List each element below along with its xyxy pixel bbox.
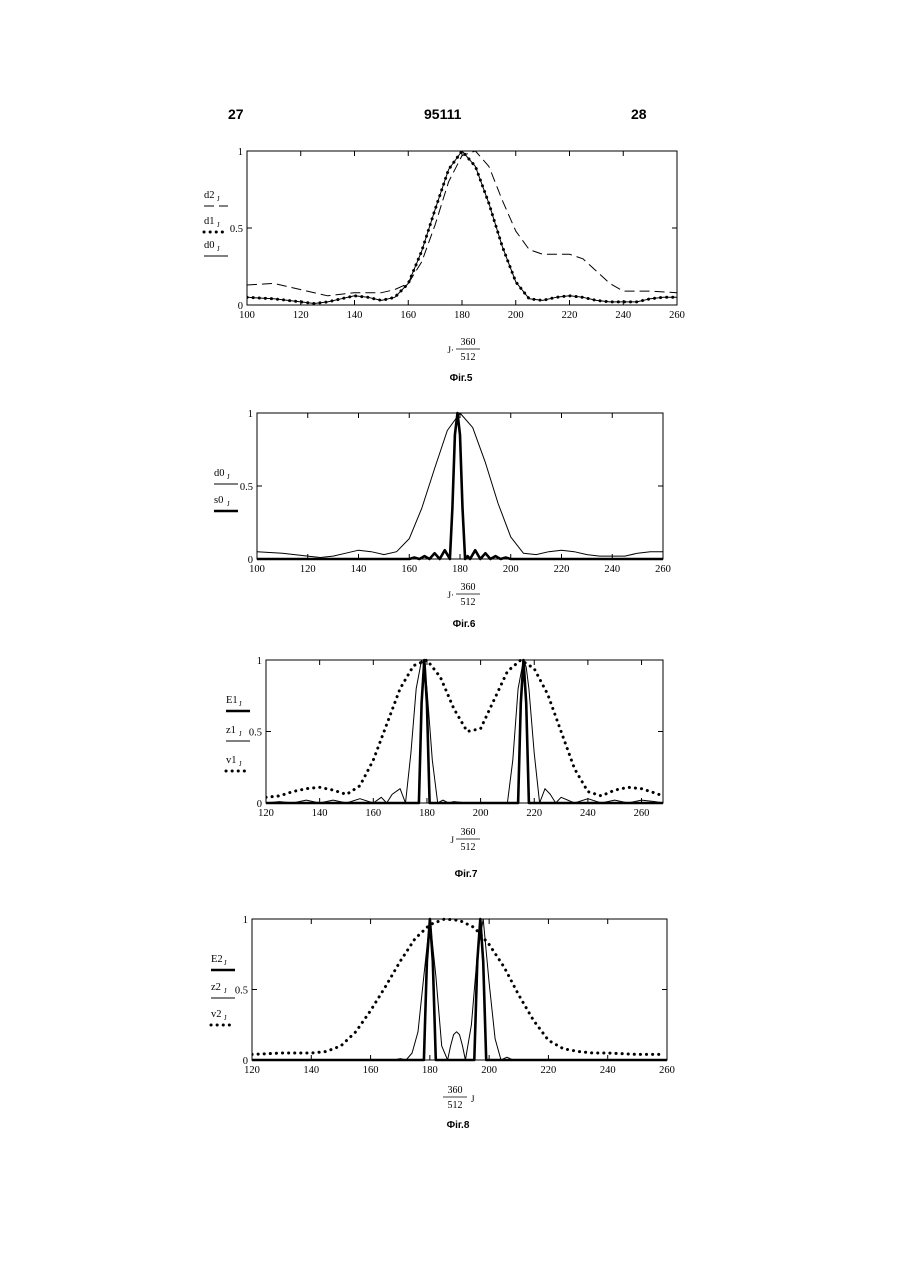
y-tick-label: 0.5 xyxy=(240,482,253,493)
legend-label: d1 xyxy=(204,216,215,227)
x-axis-label-denominator: 512 xyxy=(461,352,476,363)
x-tick-label: 240 xyxy=(600,1065,616,1076)
legend-label-subscript: J xyxy=(239,760,242,768)
y-tick-label: 0 xyxy=(248,555,253,566)
x-tick-label: 140 xyxy=(312,808,328,819)
x-axis-label-variable: J· xyxy=(448,590,455,600)
series-line-E1J xyxy=(266,660,663,803)
legend-label: z1 xyxy=(226,725,236,736)
plot-frame xyxy=(252,919,667,1060)
x-tick-label: 200 xyxy=(508,310,524,321)
figure-caption: Фіг.7 xyxy=(455,869,478,880)
x-tick-label: 200 xyxy=(481,1065,497,1076)
x-tick-label: 240 xyxy=(615,310,631,321)
y-tick-label: 0 xyxy=(257,799,262,810)
x-tick-label: 120 xyxy=(300,564,316,575)
legend-label: s0 xyxy=(214,495,223,506)
x-tick-label: 180 xyxy=(454,310,470,321)
x-tick-label: 140 xyxy=(303,1065,319,1076)
series-line-z1J xyxy=(266,660,663,803)
x-tick-label: 180 xyxy=(452,564,468,575)
chart-3: 12014016018020022024026000.51E1Jz1Jv1JJ3… xyxy=(226,656,663,880)
legend-label-subscript: J xyxy=(217,245,220,253)
plot-frame xyxy=(247,151,677,305)
x-axis-label-variable: J xyxy=(471,1094,475,1104)
legend-label-subscript: J xyxy=(224,1014,227,1022)
figure-caption: Фіг.6 xyxy=(453,619,476,630)
figure-caption: Фіг.5 xyxy=(450,373,473,384)
series-line-d0J xyxy=(247,151,677,304)
x-tick-label: 240 xyxy=(604,564,620,575)
y-tick-label: 1 xyxy=(243,915,248,926)
legend-label: d0 xyxy=(204,240,215,251)
legend-label: v1 xyxy=(226,755,237,766)
x-tick-label: 120 xyxy=(293,310,309,321)
x-tick-label: 200 xyxy=(503,564,519,575)
series-line-d2J xyxy=(247,151,677,296)
x-tick-label: 260 xyxy=(659,1065,675,1076)
figure-caption: Фіг.8 xyxy=(447,1120,470,1131)
y-tick-label: 0.5 xyxy=(230,224,243,235)
x-tick-label: 140 xyxy=(347,310,363,321)
legend-label-subscript: J xyxy=(224,987,227,995)
legend-label-subscript: J xyxy=(224,959,227,967)
x-axis-label-variable: J xyxy=(450,835,454,845)
x-axis-label-numerator: 360 xyxy=(461,337,476,348)
x-axis-label-denominator: 512 xyxy=(461,597,476,608)
x-tick-label: 220 xyxy=(541,1065,557,1076)
plot-frame xyxy=(266,660,663,803)
x-axis-label-numerator: 360 xyxy=(461,582,476,593)
y-tick-label: 0.5 xyxy=(249,728,262,739)
x-tick-label: 260 xyxy=(655,564,671,575)
series-line-v2J xyxy=(252,919,661,1054)
x-tick-label: 220 xyxy=(526,808,542,819)
x-tick-label: 160 xyxy=(401,564,417,575)
x-axis-label-variable: J· xyxy=(448,345,455,355)
legend-label-subscript: J xyxy=(217,221,220,229)
x-axis-label-denominator: 512 xyxy=(448,1100,463,1111)
x-tick-label: 180 xyxy=(419,808,435,819)
chart-1: 10012014016018020022024026000.51d2Jd1Jd0… xyxy=(204,147,685,384)
x-tick-label: 180 xyxy=(422,1065,438,1076)
legend-label-subscript: J xyxy=(217,195,220,203)
x-tick-label: 160 xyxy=(363,1065,379,1076)
chart-4: 12014016018020022024026000.51E2Jz2Jv2J36… xyxy=(211,915,675,1131)
x-tick-label: 260 xyxy=(634,808,650,819)
series-line-v1J xyxy=(266,660,663,797)
x-axis-label-numerator: 360 xyxy=(448,1085,463,1096)
y-tick-label: 1 xyxy=(257,656,262,667)
x-tick-label: 200 xyxy=(473,808,489,819)
y-tick-label: 1 xyxy=(248,409,253,420)
legend-label: v2 xyxy=(211,1009,222,1020)
y-tick-label: 1 xyxy=(238,147,243,158)
x-tick-label: 220 xyxy=(554,564,570,575)
legend-label: E2 xyxy=(211,954,223,965)
x-axis-label-denominator: 512 xyxy=(461,842,476,853)
series-line-d1J xyxy=(247,151,677,304)
series-line-s0J xyxy=(257,413,663,559)
x-tick-label: 240 xyxy=(580,808,596,819)
chart-2: 10012014016018020022024026000.51d0Js0JJ·… xyxy=(214,409,671,630)
y-tick-label: 0 xyxy=(243,1056,248,1067)
series-line-z2J xyxy=(252,919,667,1060)
x-tick-label: 220 xyxy=(562,310,578,321)
legend-label: z2 xyxy=(211,982,221,993)
legend-label-subscript: J xyxy=(227,500,230,508)
legend-label-subscript: J xyxy=(227,473,230,481)
x-tick-label: 260 xyxy=(669,310,685,321)
x-tick-label: 160 xyxy=(400,310,416,321)
legend-label: E1 xyxy=(226,695,238,706)
x-axis-label-numerator: 360 xyxy=(461,827,476,838)
y-tick-label: 0 xyxy=(238,301,243,312)
x-tick-label: 160 xyxy=(365,808,381,819)
series-line-E2J xyxy=(252,919,667,1060)
x-tick-label: 140 xyxy=(351,564,367,575)
legend-label: d2 xyxy=(204,190,215,201)
legend-label-subscript: J xyxy=(239,700,242,708)
legend-label: d0 xyxy=(214,468,225,479)
legend-label-subscript: J xyxy=(239,730,242,738)
y-tick-label: 0.5 xyxy=(235,986,248,997)
